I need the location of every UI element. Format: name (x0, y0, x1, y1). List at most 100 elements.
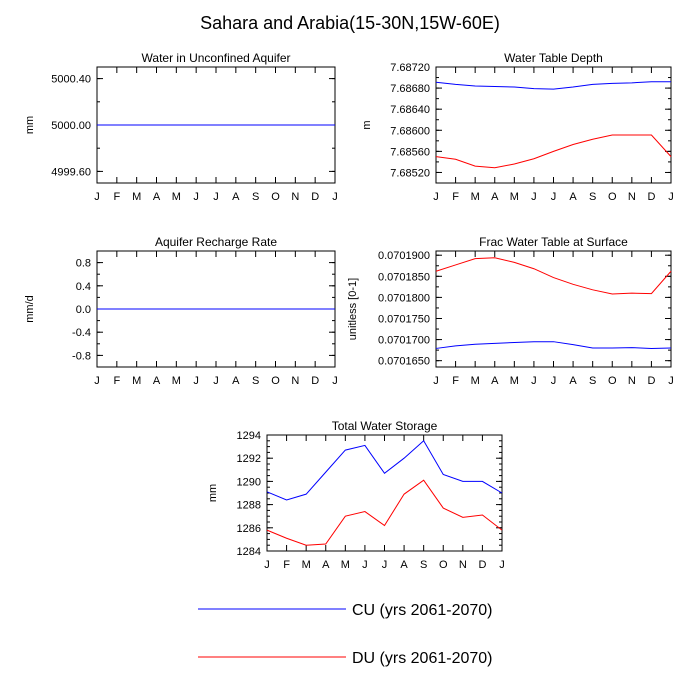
x-tick-label: A (569, 191, 577, 203)
y-tick-label: 0.0701800 (378, 292, 430, 304)
x-tick-label: N (291, 375, 299, 387)
chart-water-in-unconfined-aquifer: Water in Unconfined Aquifer 4999.60 5000.0… (24, 51, 338, 203)
x-tick-label: M (471, 375, 480, 387)
x-tick-label: J (362, 559, 368, 571)
x-tick-label: J (193, 375, 199, 387)
x-tick-label: S (420, 559, 427, 571)
y-tick-label: 1288 (237, 500, 261, 512)
chart-frac-water-table-at-surface: Frac Water Table at Surface 0.0701650 0.07… (347, 235, 674, 387)
y-tick-label: 7.68680 (390, 83, 430, 95)
x-tick-label: D (311, 375, 319, 387)
x-tick-label: J (213, 375, 219, 387)
series-line-cu (266, 440, 503, 501)
y-tick-label: 0.0701650 (378, 356, 430, 368)
y-tick-label: 1286 (237, 523, 261, 535)
y-tick-label: -0.4 (72, 327, 91, 339)
x-tick-label: A (232, 375, 240, 387)
figure-title: Sahara and Arabia(15-30N,15W-60E) (200, 13, 500, 33)
x-tick-label: F (113, 375, 120, 387)
x-tick-label: M (341, 559, 350, 571)
y-tick-label: 1294 (237, 430, 261, 442)
y-axis-label: mm/d (24, 295, 36, 323)
x-tick-label: S (589, 375, 596, 387)
y-tick-label: -0.8 (72, 350, 91, 362)
x-tick-label: D (647, 375, 655, 387)
x-tick-label: O (608, 191, 617, 203)
plot-frame (435, 250, 672, 368)
chart-title: Total Water Storage (332, 419, 438, 433)
x-tick-label: S (252, 375, 259, 387)
x-tick-label: M (172, 191, 181, 203)
legend: CU (yrs 2061-2070) DU (yrs 2061-2070) (198, 602, 493, 667)
series-line-du (435, 134, 672, 169)
x-tick-label: J (668, 375, 674, 387)
plot-frame (266, 434, 503, 552)
x-tick-label: D (311, 191, 319, 203)
x-tick-label: J (551, 375, 557, 387)
x-tick-label: J (94, 375, 100, 387)
charts-area: Water in Unconfined Aquifer 4999.60 5000.0… (24, 51, 674, 571)
y-tick-label: 0.0701700 (378, 335, 430, 347)
y-tick-label: 1284 (237, 546, 261, 558)
x-tick-label: M (132, 191, 141, 203)
x-tick-label: M (302, 559, 311, 571)
y-tick-label: 0.4 (76, 281, 91, 293)
y-tick-label: 0.0 (76, 304, 91, 316)
x-tick-label: F (452, 375, 459, 387)
x-tick-label: A (491, 375, 499, 387)
x-tick-label: M (471, 191, 480, 203)
x-tick-label: A (322, 559, 330, 571)
x-tick-label: J (551, 191, 557, 203)
x-tick-label: A (153, 191, 161, 203)
legend-label-du: DU (yrs 2061-2070) (352, 650, 493, 667)
y-tick-label: 5000.00 (51, 120, 91, 132)
series-line-cu (435, 341, 672, 349)
x-tick-label: J (213, 191, 219, 203)
x-tick-label: J (94, 191, 100, 203)
x-tick-label: D (647, 191, 655, 203)
x-tick-label: A (400, 559, 408, 571)
plot-frame (435, 66, 672, 184)
y-axis-label: mm (24, 116, 36, 134)
x-tick-label: J (193, 191, 199, 203)
x-tick-label: S (589, 191, 596, 203)
x-tick-label: N (459, 559, 467, 571)
x-tick-label: O (439, 559, 448, 571)
x-tick-label: O (608, 375, 617, 387)
x-tick-label: A (153, 375, 161, 387)
x-tick-label: A (232, 191, 240, 203)
x-tick-label: F (283, 559, 290, 571)
y-tick-label: 0.0701850 (378, 271, 430, 283)
y-tick-label: 1292 (237, 453, 261, 465)
y-tick-label: 5000.40 (51, 74, 91, 86)
x-tick-label: S (252, 191, 259, 203)
y-axis-label: unitless [0-1] (347, 278, 359, 340)
y-tick-label: 7.68720 (390, 62, 430, 74)
x-tick-label: A (491, 191, 499, 203)
x-tick-label: J (332, 375, 338, 387)
y-tick-label: 0.0701750 (378, 313, 430, 325)
x-tick-label: M (132, 375, 141, 387)
x-tick-label: J (264, 559, 270, 571)
x-tick-label: J (433, 191, 439, 203)
chart-aquifer-recharge-rate: Aquifer Recharge Rate -0.8 -0.4 0.0 0.4 0.8 J F… (24, 235, 338, 387)
chart-water-table-depth: Water Table Depth 7.68520 7.68560 7.68600 7.… (361, 51, 674, 203)
x-tick-label: J (499, 559, 505, 571)
y-tick-label: 0.8 (76, 258, 91, 270)
x-tick-label: F (452, 191, 459, 203)
y-tick-label: 0.0701900 (378, 250, 430, 262)
x-tick-label: D (478, 559, 486, 571)
series-line-du (435, 257, 672, 295)
y-tick-label: 1290 (237, 476, 261, 488)
x-tick-label: O (271, 375, 280, 387)
x-tick-label: J (332, 191, 338, 203)
x-tick-label: M (172, 375, 181, 387)
x-tick-label: J (531, 191, 537, 203)
x-tick-label: O (271, 191, 280, 203)
chart-title: Water Table Depth (504, 51, 603, 65)
x-tick-label: J (382, 559, 388, 571)
y-tick-label: 7.68640 (390, 104, 430, 116)
y-tick-label: 7.68600 (390, 125, 430, 137)
x-tick-label: F (113, 191, 120, 203)
y-axis-label: mm (207, 484, 219, 502)
